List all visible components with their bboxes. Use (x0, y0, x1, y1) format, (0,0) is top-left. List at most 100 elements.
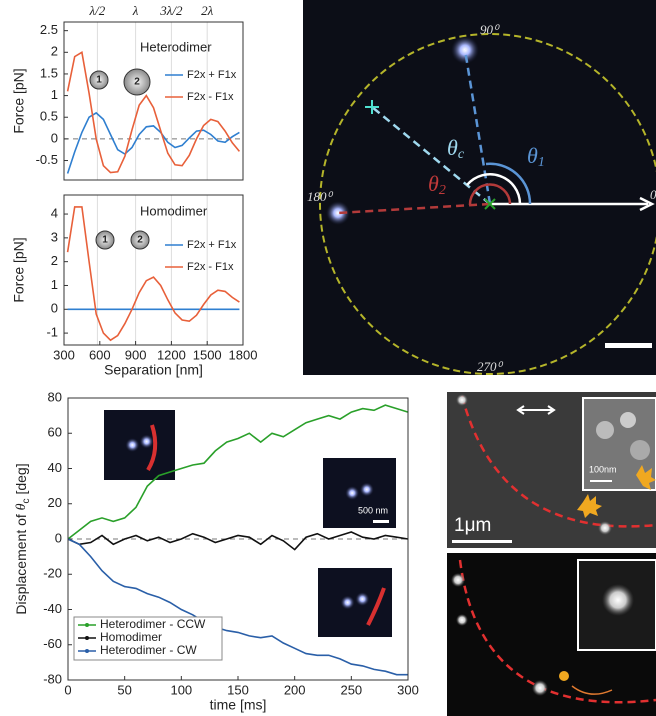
legend-label: Heterodimer - CCW (100, 617, 206, 631)
y-tick-label: 0.5 (40, 109, 58, 124)
y-axis-label-part: Displacement of (13, 510, 29, 614)
x-tick-label: 300 (53, 347, 75, 362)
figure: 90⁰ 180⁰ 270⁰ 0 θc θ1 θ2 100nm 1μm λ/2 λ 3… (0, 0, 656, 716)
particle (345, 486, 359, 500)
top-tick-label: 2λ (201, 3, 214, 18)
inset-image (104, 410, 175, 480)
y-axis-label: Force [pN] (11, 68, 27, 133)
x-tick-label: 0 (64, 682, 71, 697)
particle (451, 573, 465, 587)
inset-scale-bar (373, 520, 389, 523)
legend-label: F2x + F1x (187, 239, 237, 251)
angle-label: 0 (650, 187, 656, 202)
x-tick-label: 600 (89, 347, 111, 362)
symbol: θ (428, 171, 439, 196)
y-tick-label: 1 (51, 277, 58, 292)
y-tick-label: 80 (48, 389, 62, 404)
legend-marker (85, 636, 89, 640)
symbol: θ (527, 143, 538, 168)
y-tick-label: 2 (51, 253, 58, 268)
y-tick-label: 40 (48, 460, 62, 475)
inset-scale-label: 100nm (589, 464, 617, 474)
x-tick-label: 1200 (157, 347, 186, 362)
particle (532, 680, 548, 696)
sem-images: 100nm 1μm (447, 392, 656, 716)
y-tick-label: -0.5 (36, 152, 58, 167)
subscript: 2 (439, 183, 446, 198)
top-tick-label: λ (132, 3, 139, 18)
x-tick-label: 250 (340, 682, 362, 697)
x-tick-label: 900 (125, 347, 147, 362)
panel-title: Homodimer (140, 203, 208, 218)
y-axis-label: Displacement of θc [deg] (13, 463, 32, 614)
x-tick-label: 300 (397, 682, 419, 697)
particle (360, 483, 374, 497)
legend-label: Homodimer (100, 630, 162, 644)
crystal (596, 421, 614, 439)
legend-label: Heterodimer - CW (100, 643, 197, 657)
subscript: 1 (538, 155, 545, 170)
dimer-label: 2 (134, 77, 140, 88)
particle (456, 394, 468, 406)
inset-scale-label: 500 nm (358, 505, 388, 515)
top-tick-label: λ/2 (89, 3, 106, 18)
y-tick-label: -40 (43, 601, 62, 616)
inset-image (323, 458, 396, 528)
y-tick-label: 4 (51, 205, 58, 220)
particle (598, 521, 612, 535)
y-tick-label: 20 (48, 495, 62, 510)
x-axis-label: Separation [nm] (104, 362, 203, 378)
inset-scale-bar (590, 480, 612, 482)
y-axis-label-part: [deg] (13, 463, 29, 498)
y-tick-label: -20 (43, 566, 62, 581)
x-tick-label: 200 (284, 682, 306, 697)
crystal (620, 412, 636, 428)
legend-label: F2x + F1x (187, 69, 237, 81)
y-tick-label: 0 (55, 530, 62, 545)
y-tick-label: 0 (51, 130, 58, 145)
angle-label: 180⁰ (307, 189, 334, 204)
x-tick-label: 1500 (193, 347, 222, 362)
legend-marker (85, 623, 89, 627)
x-tick-label: 150 (227, 682, 249, 697)
y-tick-label: 2.5 (40, 22, 58, 37)
chart: -1 0 1 2 3 4 300 600 900 1200 1500 1800 Homodimer Sep… (11, 195, 258, 378)
y-tick-label: 3 (51, 229, 58, 244)
y-tick-label: 2 (51, 44, 58, 59)
scale-bar (605, 343, 652, 348)
x-tick-label: 1800 (229, 347, 258, 362)
y-tick-label: 1 (51, 87, 58, 102)
symbol: θ (447, 135, 458, 160)
series-line (68, 207, 240, 340)
particle (602, 584, 634, 616)
dimer-label: 1 (96, 75, 102, 86)
particle (125, 438, 139, 452)
crystal (630, 440, 650, 460)
y-tick-label: 1.5 (40, 65, 58, 80)
particle (355, 592, 369, 606)
legend-marker (85, 649, 89, 653)
y-axis-label: Force [pN] (11, 237, 27, 302)
particle (456, 614, 468, 626)
panel-title: Heterodimer (140, 39, 212, 54)
scale-label: 1μm (454, 515, 491, 536)
particle (341, 596, 355, 610)
y-tick-label: 0 (51, 301, 58, 316)
chart: λ/2 λ 3λ/2 2λ -0.5 0 0.5 1 1.5 2 2.5 Heterodimer For… (11, 3, 243, 180)
series-line (68, 532, 408, 550)
polar-image: 90⁰ 180⁰ 270⁰ 0 θc θ1 θ2 (303, 0, 656, 375)
burst (559, 671, 569, 681)
x-tick-label: 100 (170, 682, 192, 697)
scale-bar (452, 540, 512, 543)
dimer-label: 2 (137, 235, 143, 246)
y-tick-label: -1 (46, 325, 58, 340)
legend-label: F2x - F1x (187, 91, 234, 103)
y-tick-label: 60 (48, 425, 62, 440)
angle-label: 90⁰ (480, 22, 500, 37)
x-axis-label: time [ms] (210, 697, 267, 713)
top-tick-label: 3λ/2 (159, 3, 183, 18)
legend-label: F2x - F1x (187, 261, 234, 273)
inset-image (318, 568, 392, 637)
angle-label: 270⁰ (477, 359, 504, 374)
